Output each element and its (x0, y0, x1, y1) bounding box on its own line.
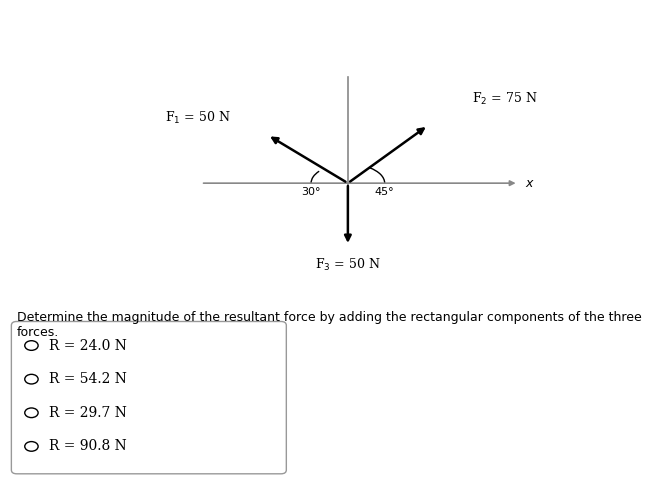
Text: x: x (525, 177, 533, 189)
FancyBboxPatch shape (11, 321, 286, 474)
Text: Determine the magnitude of the resultant force by adding the rectangular compone: Determine the magnitude of the resultant… (17, 311, 642, 339)
Text: 45°: 45° (375, 187, 395, 197)
Text: R = 90.8 N: R = 90.8 N (49, 440, 126, 454)
Text: F$_3$ = 50 N: F$_3$ = 50 N (315, 257, 381, 273)
Text: R = 54.2 N: R = 54.2 N (49, 372, 126, 386)
Text: R = 29.7 N: R = 29.7 N (49, 406, 126, 420)
Text: F$_2$ = 75 N: F$_2$ = 75 N (472, 91, 537, 107)
Text: 30°: 30° (301, 187, 321, 197)
Text: F$_1$ = 50 N: F$_1$ = 50 N (165, 110, 231, 126)
Text: R = 24.0 N: R = 24.0 N (49, 338, 126, 352)
